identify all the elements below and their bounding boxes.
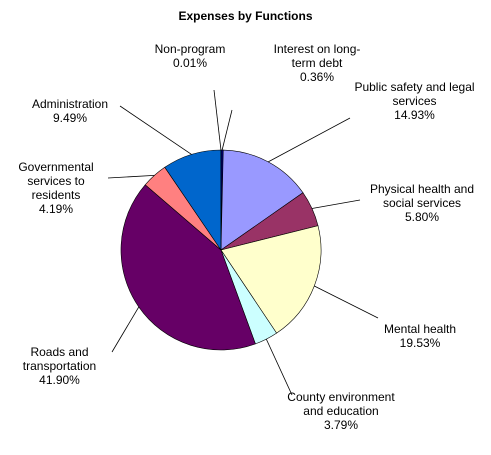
category-label: Governmental services to residents	[18, 160, 94, 202]
pie-slice	[220, 149, 304, 251]
value-label: 9.49%	[52, 111, 88, 125]
category-label: Physical health and social services	[369, 182, 475, 210]
value-label: 4.19%	[38, 202, 74, 216]
leader-line	[265, 338, 293, 396]
leader-line	[111, 306, 140, 353]
leader-line	[213, 89, 222, 151]
category-label: Roads and transportation	[22, 345, 97, 373]
slice-label: Mental health 19.53%	[360, 322, 480, 350]
category-label: Interest on long-term debt	[273, 42, 361, 70]
slice-label: Physical health and social services 5.80%	[362, 182, 482, 224]
slice-label: Non-program 0.01%	[140, 42, 240, 70]
category-label: Mental health	[383, 322, 457, 336]
category-label: Non-program	[154, 42, 226, 56]
category-label: Public safety and legal services	[354, 80, 475, 108]
category-label: Administration	[31, 97, 109, 111]
slice-label: Public safety and legal services 14.93%	[352, 80, 477, 122]
leader-line	[221, 109, 233, 151]
value-label: 0.01%	[172, 56, 208, 70]
value-label: 14.93%	[394, 108, 435, 122]
slice-label: Administration 9.49%	[20, 97, 120, 125]
value-label: 5.80%	[404, 210, 440, 224]
slice-label: Governmental services to residents 4.19%	[6, 160, 106, 216]
value-label: 19.53%	[399, 336, 441, 350]
leader-line	[119, 105, 192, 155]
leader-line	[314, 285, 379, 319]
category-label: County environment and education	[287, 390, 395, 418]
slice-label: County environment and education 3.79%	[282, 390, 400, 432]
pie-slice	[220, 225, 322, 334]
chart-title: Expenses by Functions	[178, 9, 313, 23]
slice-label: Roads and transportation 41.90%	[12, 345, 107, 387]
pie-slice	[120, 184, 256, 351]
leader-line	[107, 174, 155, 179]
slice-label: Interest on long-term debt 0.36%	[262, 42, 372, 84]
leader-line	[311, 199, 361, 209]
value-label: 41.90%	[39, 373, 80, 387]
value-label: 3.79%	[323, 418, 359, 432]
value-label: 0.36%	[299, 70, 335, 84]
leader-line	[268, 117, 351, 163]
